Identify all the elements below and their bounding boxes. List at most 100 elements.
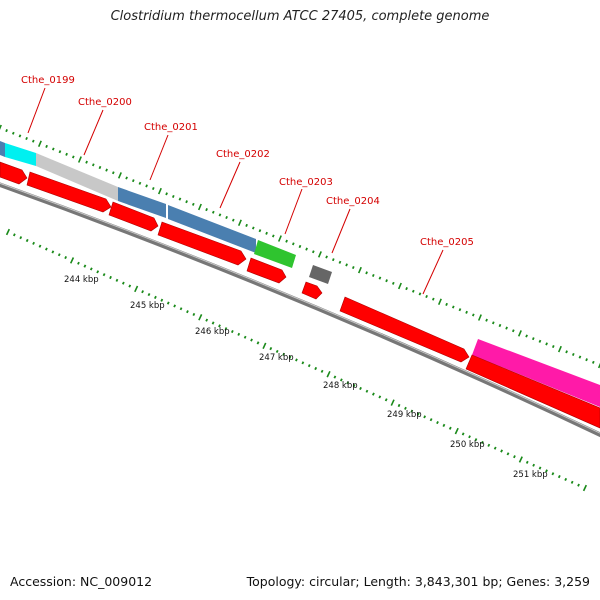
outer-tick <box>498 323 502 328</box>
outer-tick <box>505 326 508 330</box>
kbp-tick <box>371 392 375 396</box>
kbp-tick <box>545 469 548 473</box>
kbp-label: 248 kbp <box>323 381 358 391</box>
kbp-tick <box>320 369 324 373</box>
band-segment-steelblue-left <box>0 141 5 157</box>
outer-tick <box>25 136 28 141</box>
outer-tick <box>311 250 315 254</box>
gene-label[interactable]: Cthe_0199 <box>21 75 75 86</box>
outer-tick <box>531 337 535 341</box>
outer-tick <box>18 134 22 138</box>
outer-tick <box>491 321 495 325</box>
kbp-tick <box>205 318 209 322</box>
outer-tick <box>231 218 235 222</box>
outer-tick <box>271 234 275 238</box>
outer-tick <box>371 273 375 277</box>
outer-tick <box>31 139 35 143</box>
kbp-tick <box>51 250 55 254</box>
outer-tick <box>191 202 195 206</box>
outer-tick <box>105 168 108 172</box>
outer-tick <box>205 208 208 212</box>
outer-tick <box>418 292 422 296</box>
kbp-tick <box>461 432 465 436</box>
outer-tick <box>477 314 482 321</box>
genome-backbone <box>0 182 600 438</box>
outer-tick <box>397 282 402 290</box>
kbp-tick <box>141 290 145 294</box>
outer-tick <box>345 263 348 267</box>
outer-tick <box>165 192 168 196</box>
kbp-tick <box>518 456 523 463</box>
kbp-tick <box>480 440 484 444</box>
kbp-tick <box>77 261 80 265</box>
outer-tick <box>551 345 555 349</box>
kbp-tick <box>333 375 337 379</box>
gene-label-leader <box>149 134 169 181</box>
kbp-tick <box>115 278 119 282</box>
kbp-tick <box>186 310 189 314</box>
outer-tick <box>258 229 262 233</box>
kbp-tick <box>121 281 125 285</box>
kbp-tick <box>250 338 253 342</box>
accession-text: Accession: NC_009012 <box>10 574 153 589</box>
kbp-tick <box>224 327 228 331</box>
outer-tick <box>11 131 15 135</box>
outer-tick-row <box>0 124 600 369</box>
outer-tick <box>245 223 248 227</box>
kbp-tick <box>69 257 75 264</box>
outer-tick <box>538 339 542 343</box>
outer-tick <box>571 352 575 356</box>
kbp-tick <box>237 332 241 336</box>
kbp-tick-row <box>5 228 588 492</box>
kbp-tick <box>282 352 286 356</box>
kbp-tick <box>582 484 588 492</box>
gene-label[interactable]: Cthe_0202 <box>216 149 270 160</box>
kbp-tick <box>192 312 196 316</box>
kbp-tick <box>410 409 414 413</box>
kbp-tick <box>423 415 427 419</box>
genome-backbone-highlight <box>0 182 600 434</box>
outer-tick <box>197 203 202 211</box>
outer-tick <box>5 129 8 133</box>
outer-tick <box>77 156 82 163</box>
band-segment-blue-2 <box>168 205 256 253</box>
kbp-tick <box>102 273 106 277</box>
outer-tick <box>365 271 368 275</box>
kbp-tick <box>365 389 369 393</box>
kbp-tick <box>45 247 48 251</box>
gene-label-leader <box>219 161 241 209</box>
gene-label[interactable]: Cthe_0201 <box>144 122 198 133</box>
kbp-tick <box>275 349 279 354</box>
cds-arrow <box>26 171 112 213</box>
kbp-tick <box>378 395 382 399</box>
kbp-tick <box>339 378 343 382</box>
kbp-tick <box>326 370 331 378</box>
gene-label[interactable]: Cthe_0205 <box>420 237 474 248</box>
gene-label[interactable]: Cthe_0203 <box>279 177 333 188</box>
kbp-tick <box>19 236 23 240</box>
cds-arrow <box>246 257 287 284</box>
outer-tick <box>98 165 102 170</box>
kbp-tick <box>474 438 478 442</box>
kbp-tick <box>538 466 542 470</box>
kbp-tick <box>346 381 350 385</box>
outer-tick <box>111 171 115 175</box>
outer-tick <box>85 160 88 164</box>
kbp-tick <box>397 403 401 408</box>
kbp-tick <box>352 384 356 388</box>
kbp-tick <box>243 335 247 339</box>
cds-arrow <box>465 354 600 429</box>
kbp-tick <box>109 275 112 280</box>
kbp-tick <box>211 321 215 325</box>
outer-tick <box>145 184 148 188</box>
outer-tick <box>58 150 62 154</box>
gene-label[interactable]: Cthe_0200 <box>78 97 132 108</box>
outer-tick <box>291 242 295 246</box>
outer-tick <box>331 258 335 262</box>
outer-tick <box>517 330 522 337</box>
outer-tick <box>178 197 182 201</box>
kbp-tick <box>218 324 221 328</box>
cds-arrow <box>0 161 28 185</box>
kbp-tick <box>404 406 407 410</box>
gene-label[interactable]: Cthe_0204 <box>326 196 380 207</box>
